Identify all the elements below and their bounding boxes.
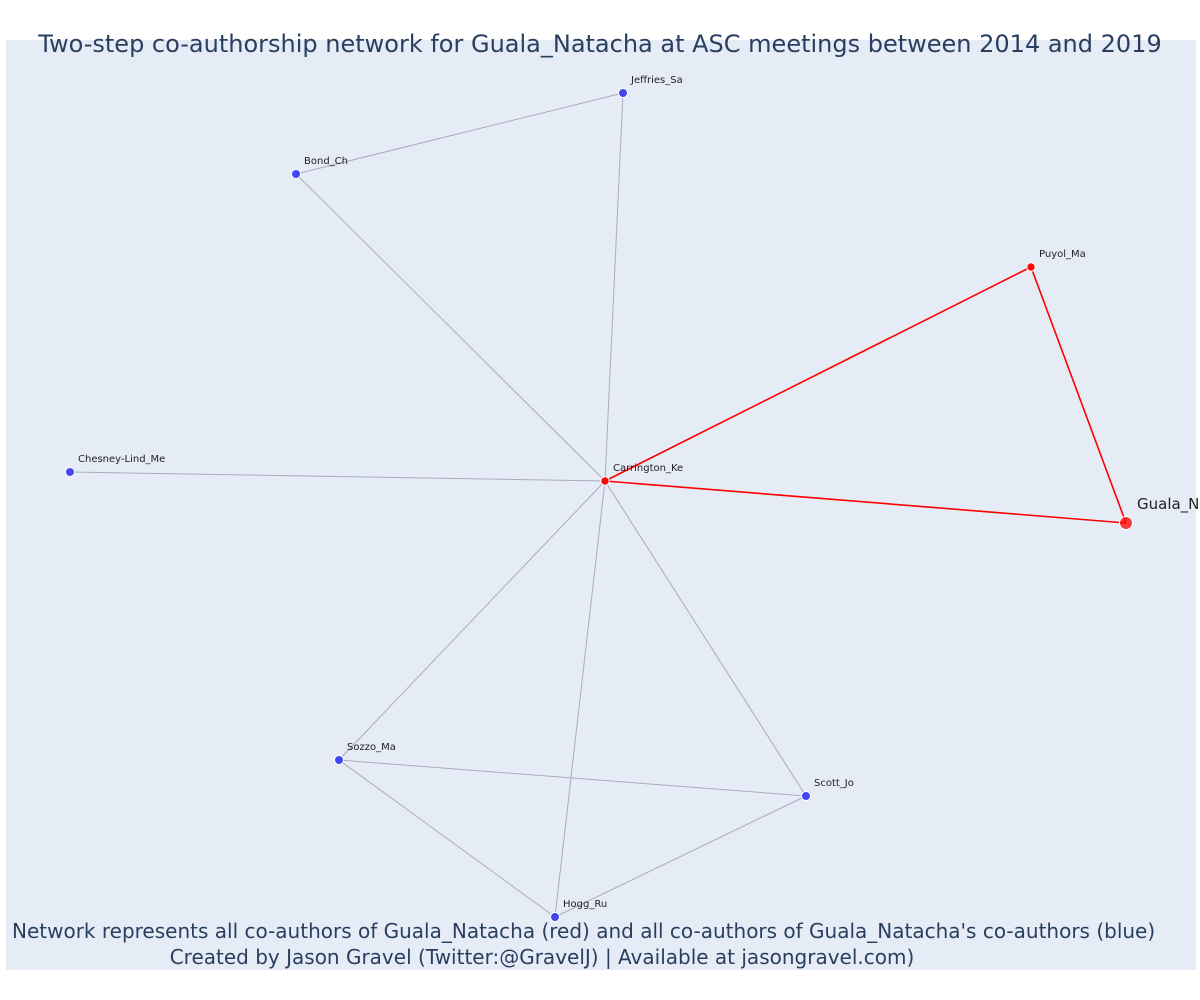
node-bond[interactable]: Bond_Ch [291, 156, 348, 179]
caption-line-1: Network represents all co-authors of Gua… [12, 919, 1156, 943]
node-marker-scott[interactable] [801, 791, 811, 801]
plot-area [6, 40, 1196, 970]
nodes-layer: Jeffries_Sa Bond_Ch Puyol_Ma Chesney-Lind_M… [65, 75, 1200, 922]
node-marker-jeffries[interactable] [618, 88, 628, 98]
node-hogg[interactable]: Hogg_Ru [550, 899, 608, 922]
node-label-guala: Guala_N [1137, 495, 1199, 514]
edge-sozzo-scott [338, 759, 807, 797]
edge-sozzo-carrington [338, 480, 606, 761]
edges-layer [69, 92, 1127, 918]
node-label-sozzo: Sozzo_Ma [347, 742, 396, 753]
chart-title: Two-step co-authorship network for Guala… [38, 30, 1162, 58]
node-label-hogg: Hogg_Ru [563, 899, 607, 910]
node-chesney[interactable]: Chesney-Lind_Me [65, 454, 166, 477]
edge-bond-carrington [295, 173, 606, 482]
node-guala[interactable]: Guala_N [1119, 495, 1200, 530]
node-marker-carrington[interactable] [600, 476, 610, 486]
node-marker-sozzo[interactable] [334, 755, 344, 765]
node-marker-chesney[interactable] [65, 467, 75, 477]
edge-carrington-puyol [604, 266, 1032, 482]
node-marker-puyol[interactable] [1026, 262, 1036, 272]
node-label-carrington: Carrington_Ke [613, 463, 683, 474]
node-jeffries[interactable]: Jeffries_Sa [618, 75, 683, 98]
node-label-scott: Scott_Jo [814, 778, 854, 789]
node-puyol[interactable]: Puyol_Ma [1026, 249, 1086, 272]
edge-bond-jeffries [295, 92, 624, 175]
node-scott[interactable]: Scott_Jo [801, 778, 854, 801]
chart-caption: Network represents all co-authors of Gua… [12, 918, 1156, 970]
edge-carrington-guala [604, 480, 1127, 524]
edge-puyol-guala [1030, 266, 1127, 524]
edge-hogg-carrington [554, 480, 606, 918]
node-marker-bond[interactable] [291, 169, 301, 179]
edge-jeffries-carrington [604, 92, 624, 482]
node-label-bond: Bond_Ch [304, 156, 348, 167]
caption-line-2: Created by Jason Gravel (Twitter:@Gravel… [169, 945, 915, 969]
edge-scott-carrington [604, 480, 807, 797]
node-marker-guala[interactable] [1119, 516, 1133, 530]
node-marker-hogg[interactable] [550, 912, 560, 922]
edge-chesney-carrington [69, 471, 606, 482]
node-carrington[interactable]: Carrington_Ke [600, 463, 683, 486]
edge-hogg-scott [554, 795, 807, 918]
node-sozzo[interactable]: Sozzo_Ma [334, 742, 396, 765]
edge-sozzo-hogg [338, 759, 556, 918]
node-label-puyol: Puyol_Ma [1039, 249, 1086, 260]
node-label-chesney: Chesney-Lind_Me [78, 454, 165, 465]
node-label-jeffries: Jeffries_Sa [630, 75, 683, 86]
